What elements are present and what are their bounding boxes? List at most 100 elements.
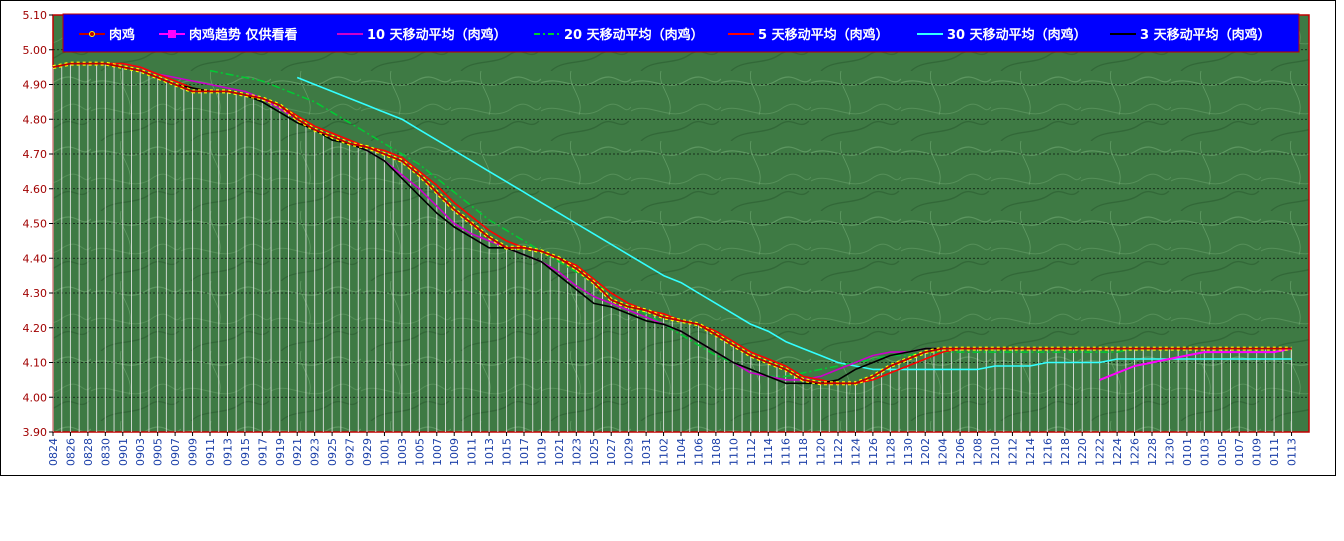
x-tick-label: 1116 (780, 438, 793, 466)
legend-marker (168, 30, 176, 38)
x-tick-label: 1017 (518, 438, 531, 466)
x-tick-label: 0109 (1251, 438, 1264, 466)
x-tick-label: 1206 (954, 438, 967, 466)
x-tick-label: 0830 (99, 438, 112, 466)
x-axis-ticks: 0824 0826 0828 0830 0901 0903 0905 0907 0909 0911… (47, 432, 1299, 466)
x-tick-label: 0903 (134, 438, 147, 466)
legend-box (62, 13, 1300, 53)
series-line (52, 62, 1292, 385)
legend-label: 20 天移动平均（肉鸡） (564, 27, 704, 43)
x-tick-label: 1208 (972, 438, 985, 466)
x-tick-label: 1013 (483, 438, 496, 466)
x-tick-label: 1210 (989, 438, 1002, 466)
chart-frame: 3.90 4.00 4.10 4.20 4.30 4.40 4.50 4.60 4.70 4.80… (0, 0, 1336, 476)
x-tick-label: 1007 (431, 438, 444, 466)
y-tick-label: 3.90 (23, 426, 48, 439)
x-tick-label: 0105 (1216, 438, 1229, 466)
x-tick-label: 0909 (187, 438, 200, 466)
x-tick-label: 1031 (640, 438, 653, 466)
legend-marker (89, 31, 95, 37)
legend-label: 30 天移动平均（肉鸡） (947, 27, 1087, 43)
series-line (209, 69, 1292, 378)
x-tick-label: 1104 (675, 438, 688, 466)
y-tick-label: 5.10 (23, 9, 48, 22)
y-tick-label: 4.20 (23, 322, 48, 335)
x-tick-label: 0929 (361, 438, 374, 466)
x-tick-label: 0901 (117, 438, 130, 466)
x-tick-label: 0103 (1198, 438, 1211, 466)
x-tick-label: 1220 (1076, 438, 1089, 466)
x-tick-label: 1114 (762, 438, 775, 466)
x-tick-label: 0107 (1233, 438, 1246, 466)
y-tick-label: 4.10 (23, 357, 48, 370)
x-tick-label: 1204 (937, 438, 950, 466)
y-tick-label: 4.30 (23, 287, 48, 300)
x-tick-label: 0911 (204, 438, 217, 466)
x-tick-label: 1122 (832, 438, 845, 466)
x-tick-label: 1112 (745, 438, 758, 466)
series-line (296, 76, 1292, 371)
x-tick-label: 1212 (1006, 438, 1019, 466)
x-tick-label: 1226 (1129, 438, 1142, 466)
x-tick-label: 0915 (239, 438, 252, 466)
x-tick-label: 0923 (309, 438, 322, 466)
x-tick-label: 1124 (849, 438, 862, 466)
x-tick-label: 1230 (1163, 438, 1176, 466)
x-tick-label: 1102 (658, 438, 671, 466)
y-tick-label: 4.70 (23, 148, 48, 161)
x-tick-label: 1118 (797, 438, 810, 466)
legend-label: 肉鸡趋势 仅供看看 (189, 27, 298, 43)
x-tick-label: 1015 (501, 438, 514, 466)
x-tick-label: 1106 (692, 438, 705, 466)
x-tick-label: 1019 (535, 438, 548, 466)
x-tick-label: 1003 (396, 438, 409, 466)
legend-label: 5 天移动平均（肉鸡） (758, 27, 889, 43)
y-tick-label: 4.40 (23, 252, 48, 265)
x-tick-label: 1202 (919, 438, 932, 466)
series-line (1099, 347, 1292, 381)
x-tick-label: 1130 (902, 438, 915, 466)
series-lines (52, 61, 1292, 386)
legend: 肉鸡 肉鸡趋势 仅供看看 10 天移动平均（肉鸡） 20 天移动平均（肉鸡） 5 天移动… (62, 13, 1300, 53)
x-tick-label: 1001 (378, 438, 391, 466)
x-tick-label: 0927 (344, 438, 357, 466)
legend-label: 肉鸡 (109, 27, 135, 43)
y-tick-label: 4.60 (23, 183, 48, 196)
x-tick-label: 1218 (1059, 438, 1072, 466)
x-tick-label: 1214 (1024, 438, 1037, 466)
price-chart: 3.90 4.00 4.10 4.20 4.30 4.40 4.50 4.60 4.70 4.80… (23, 9, 1310, 466)
y-tick-label: 5.00 (23, 44, 48, 57)
x-tick-label: 0905 (152, 438, 165, 466)
x-tick-label: 0925 (326, 438, 339, 466)
x-tick-label: 1128 (884, 438, 897, 466)
y-tick-label: 4.00 (23, 391, 48, 404)
x-tick-label: 1025 (588, 438, 601, 466)
x-tick-label: 0113 (1286, 438, 1299, 466)
x-tick-label: 1120 (815, 438, 828, 466)
y-tick-label: 4.80 (23, 113, 48, 126)
x-tick-label: 1222 (1094, 438, 1107, 466)
y-tick-label: 4.50 (23, 218, 48, 231)
y-axis-ticks: 3.90 4.00 4.10 4.20 4.30 4.40 4.50 4.60 4.70 4.80… (23, 9, 53, 439)
x-tick-label: 0919 (274, 438, 287, 466)
x-tick-label: 1005 (413, 438, 426, 466)
x-tick-label: 1228 (1146, 438, 1159, 466)
x-tick-label: 0917 (256, 438, 269, 466)
x-tick-label: 1224 (1111, 438, 1124, 466)
legend-label: 3 天移动平均（肉鸡） (1140, 27, 1271, 43)
x-tick-label: 1029 (623, 438, 636, 466)
x-tick-label: 0921 (291, 438, 304, 466)
x-tick-label: 0907 (169, 438, 182, 466)
x-tick-label: 1216 (1041, 438, 1054, 466)
x-tick-label: 0913 (221, 438, 234, 466)
x-tick-label: 1110 (727, 438, 740, 466)
x-tick-label: 1126 (867, 438, 880, 466)
x-tick-label: 1108 (710, 438, 723, 466)
x-tick-label: 1021 (553, 438, 566, 466)
y-tick-label: 4.90 (23, 79, 48, 92)
x-tick-label: 1009 (448, 438, 461, 466)
x-tick-label: 0826 (64, 438, 77, 466)
legend-label: 10 天移动平均（肉鸡） (367, 27, 507, 43)
x-tick-label: 0824 (47, 438, 60, 466)
x-tick-label: 1027 (605, 438, 618, 466)
